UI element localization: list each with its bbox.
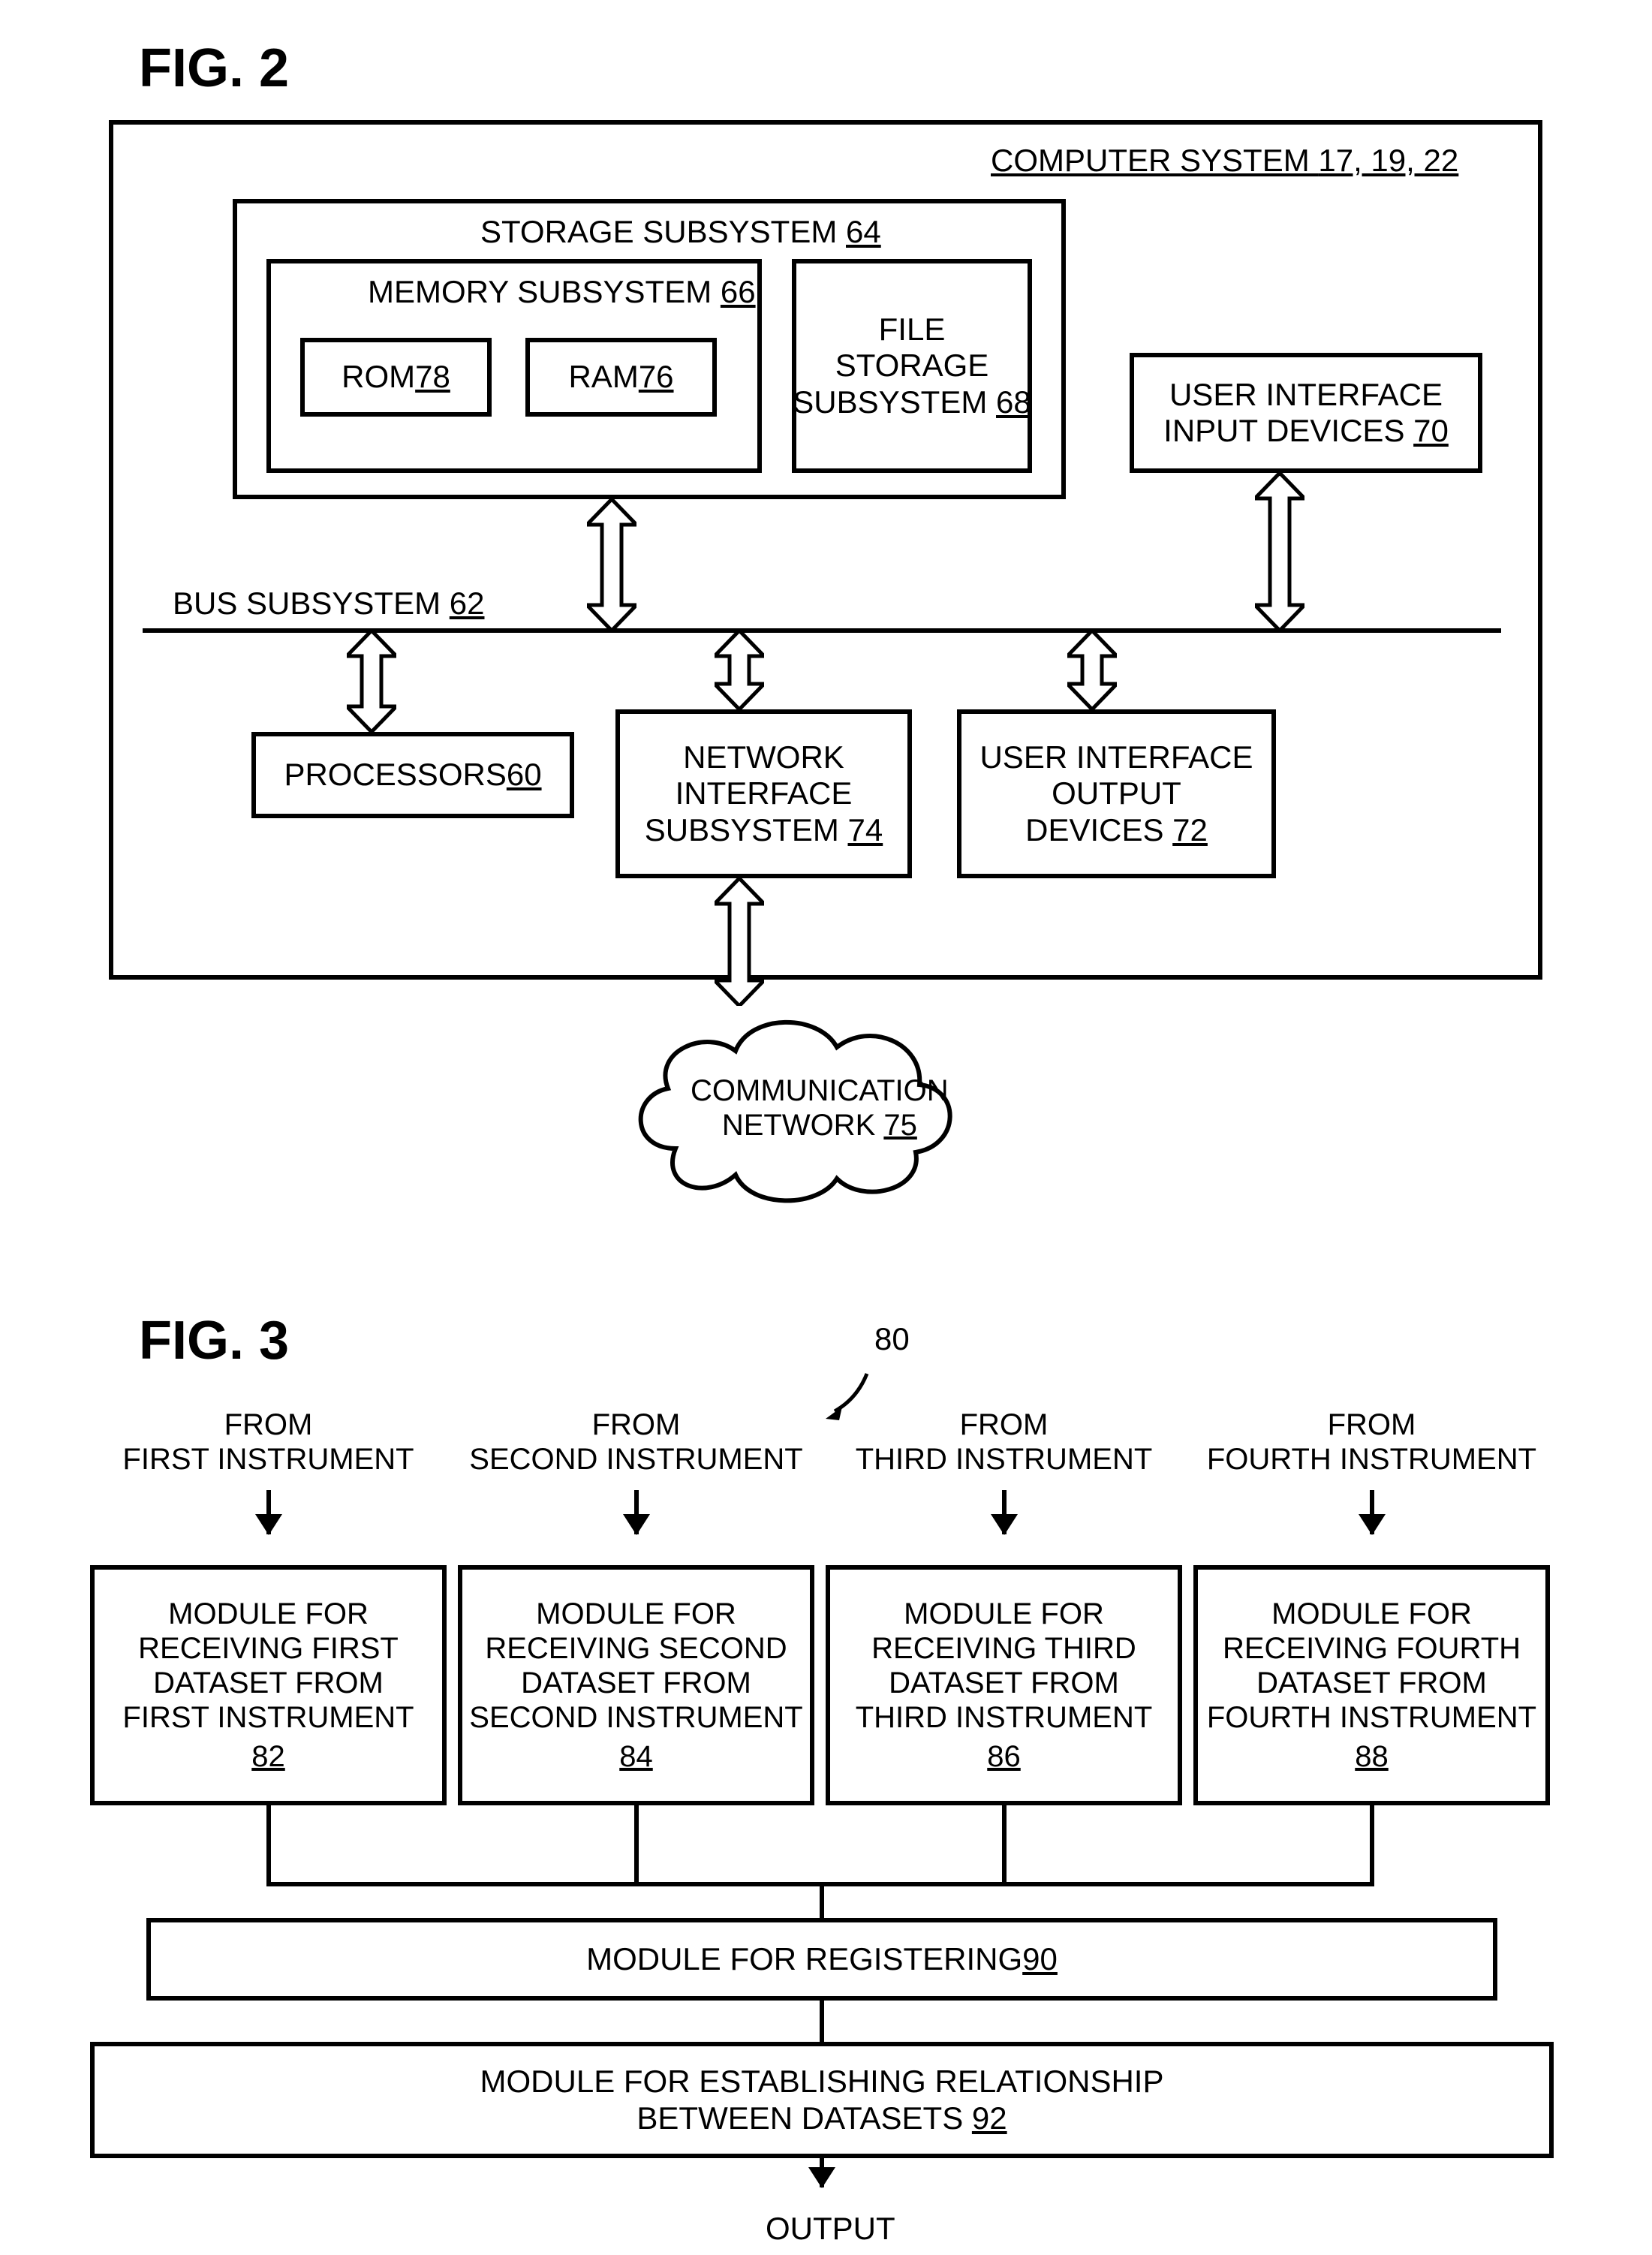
ram-box: RAM76 — [525, 338, 717, 417]
file-box: FILESTORAGESUBSYSTEM 68 — [792, 259, 1032, 473]
net-box: NETWORKINTERFACESUBSYSTEM 74 — [615, 709, 912, 878]
fig3-module-label-0: MODULE FORRECEIVING FIRSTDATASET FROMFIR… — [122, 1597, 414, 1735]
fig3-in-arrow-1 — [634, 1490, 639, 1534]
rom-box: ROM78 — [300, 338, 492, 417]
proc-label: PROCESSORS60 — [284, 757, 541, 793]
fig3-input-3: FROM FOURTH INSTRUMENT — [1193, 1407, 1550, 1477]
fig3-module-3: MODULE FORRECEIVING FOURTHDATASET FROMFO… — [1193, 1565, 1550, 1805]
reg-label: MODULE FOR REGISTERING90 — [586, 1941, 1058, 1977]
uin-box: USER INTERFACEINPUT DEVICES 70 — [1130, 353, 1482, 473]
reg-box: MODULE FOR REGISTERING90 — [146, 1918, 1497, 2001]
fig3-module-label-2: MODULE FORRECEIVING THIRDDATASET FROMTHI… — [856, 1597, 1153, 1735]
fig3-module-label-1: MODULE FORRECEIVING SECONDDATASET FROMSE… — [469, 1597, 802, 1735]
fig3-module-label-3: MODULE FORRECEIVING FOURTHDATASET FROMFO… — [1207, 1597, 1536, 1735]
uout-label: USER INTERFACEOUTPUTDEVICES 72 — [979, 739, 1253, 848]
uin-label: USER INTERFACEINPUT DEVICES 70 — [1163, 377, 1449, 450]
file-label: FILESTORAGESUBSYSTEM 68 — [793, 312, 1031, 420]
uout-box: USER INTERFACEOUTPUTDEVICES 72 — [957, 709, 1276, 878]
storage-label: STORAGE SUBSYSTEM 64 — [480, 214, 881, 250]
fig3-in-arrow-0 — [266, 1490, 271, 1534]
fig3-input-1: FROM SECOND INSTRUMENT — [458, 1407, 814, 1477]
fig3-input-2: FROM THIRD INSTRUMENT — [826, 1407, 1182, 1477]
fig2-barrow-0 — [587, 499, 636, 631]
fig3-in-arrow-2 — [1002, 1490, 1007, 1534]
fig3-title: FIG. 3 — [139, 1310, 289, 1371]
memory-label: MEMORY SUBSYSTEM 66 — [368, 274, 756, 310]
fig3-in-arrow-3 — [1370, 1490, 1374, 1534]
fig2-barrow-5 — [715, 878, 764, 1006]
fig3-module-1: MODULE FORRECEIVING SECONDDATASET FROMSE… — [458, 1565, 814, 1805]
ram-label: RAM76 — [568, 359, 673, 395]
fig3-input-0: FROM FIRST INSTRUMENT — [90, 1407, 447, 1477]
fig2-barrow-4 — [1067, 631, 1117, 709]
fig2-title: FIG. 2 — [139, 38, 289, 99]
fig2-barrow-1 — [1255, 473, 1304, 631]
rel-label: MODULE FOR ESTABLISHING RELATIONSHIPBETW… — [480, 2064, 1164, 2136]
fig2-outer-label: COMPUTER SYSTEM 17, 19, 22 — [991, 143, 1458, 179]
fig2-barrow-3 — [715, 631, 764, 709]
fig2-barrow-2 — [347, 631, 396, 732]
proc-box: PROCESSORS60 — [251, 732, 574, 818]
fig3-module-0: MODULE FORRECEIVING FIRSTDATASET FROMFIR… — [90, 1565, 447, 1805]
rel-box: MODULE FOR ESTABLISHING RELATIONSHIPBETW… — [90, 2042, 1554, 2158]
output-label: OUTPUT — [766, 2211, 895, 2247]
canvas: FIG. 2 COMPUTER SYSTEM 17, 19, 22 STORAGE … — [0, 0, 1652, 2255]
fig3-module-2: MODULE FORRECEIVING THIRDDATASET FROMTHI… — [826, 1565, 1182, 1805]
bus-label: BUS SUBSYSTEM 62 — [173, 586, 484, 622]
rom-label: ROM78 — [342, 359, 450, 395]
ref-80: 80 — [874, 1321, 910, 1357]
net-label: NETWORKINTERFACESUBSYSTEM 74 — [645, 739, 883, 848]
out-arrow — [820, 2158, 824, 2187]
cloud-label: COMMUNICATIONNETWORK 75 — [691, 1073, 949, 1143]
